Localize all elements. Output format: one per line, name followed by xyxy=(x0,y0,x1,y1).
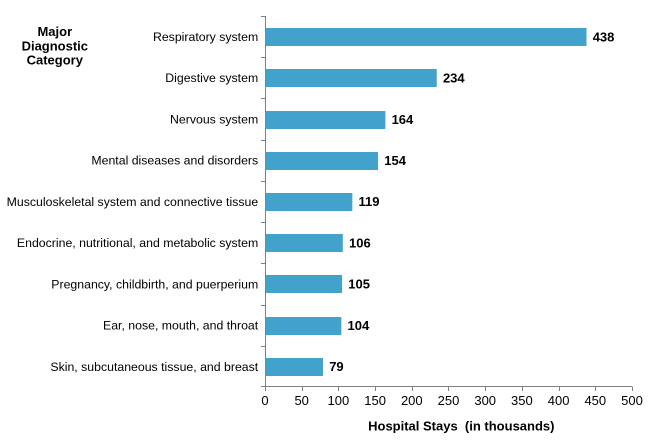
svg-text:Digestive system: Digestive system xyxy=(165,71,258,85)
svg-text:119: 119 xyxy=(359,194,380,209)
svg-text:Ear, nose, mouth, and throat: Ear, nose, mouth, and throat xyxy=(103,319,259,333)
svg-text:Pregnancy, childbirth, and pue: Pregnancy, childbirth, and puerperium xyxy=(51,277,258,291)
svg-text:Nervous system: Nervous system xyxy=(170,112,258,126)
svg-text:450: 450 xyxy=(584,393,606,408)
svg-text:100: 100 xyxy=(328,393,350,408)
svg-text:154: 154 xyxy=(384,153,406,168)
svg-text:Musculoskeletal system and con: Musculoskeletal system and connective ti… xyxy=(7,195,259,209)
svg-text:Skin, subcutaneous tissue, and: Skin, subcutaneous tissue, and breast xyxy=(50,360,258,374)
svg-text:300: 300 xyxy=(474,393,496,408)
svg-text:104: 104 xyxy=(348,318,370,333)
svg-text:Major: Major xyxy=(37,24,72,39)
svg-text:164: 164 xyxy=(392,112,414,127)
svg-text:Diagnostic: Diagnostic xyxy=(22,38,88,53)
svg-text:105: 105 xyxy=(348,277,370,292)
svg-text:350: 350 xyxy=(511,393,533,408)
svg-text:234: 234 xyxy=(443,71,465,86)
svg-text:438: 438 xyxy=(593,29,615,44)
svg-text:Hospital Stays (in thousands): Hospital Stays (in thousands) xyxy=(368,418,554,433)
svg-text:150: 150 xyxy=(364,393,386,408)
svg-text:Category: Category xyxy=(27,53,84,68)
svg-text:Mental diseases and disorders: Mental diseases and disorders xyxy=(91,154,258,168)
svg-text:Endocrine, nutritional, and me: Endocrine, nutritional, and metabolic sy… xyxy=(17,236,258,250)
svg-text:400: 400 xyxy=(548,393,570,408)
svg-text:79: 79 xyxy=(329,359,343,374)
svg-text:50: 50 xyxy=(294,393,308,408)
svg-text:200: 200 xyxy=(401,393,423,408)
svg-text:0: 0 xyxy=(261,393,268,408)
svg-text:500: 500 xyxy=(621,393,643,408)
svg-text:106: 106 xyxy=(349,235,371,250)
svg-text:250: 250 xyxy=(438,393,460,408)
svg-text:Respiratory system: Respiratory system xyxy=(153,30,258,44)
